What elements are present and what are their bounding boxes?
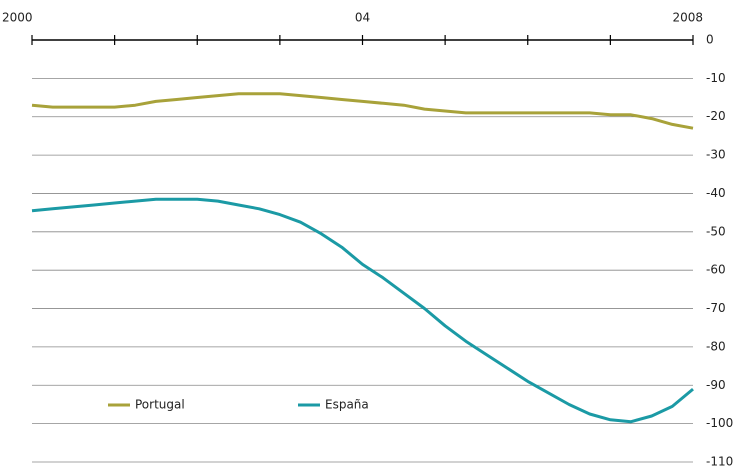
y-tick-label: -70 <box>706 301 726 315</box>
x-tick-label: 2008 <box>672 11 703 25</box>
series-line <box>31 92 694 130</box>
y-tick-label: -80 <box>706 339 726 353</box>
y-tick-label: -30 <box>706 148 726 162</box>
series-line <box>31 197 694 424</box>
x-tick-label: 04 <box>355 11 370 25</box>
x-tick-label: 2000 <box>2 11 33 25</box>
legend-label: Portugal <box>135 398 185 412</box>
y-tick-label: -20 <box>706 109 726 123</box>
legend-label: España <box>325 398 369 412</box>
y-tick-label: -60 <box>706 263 726 277</box>
y-tick-label: -50 <box>706 224 726 238</box>
y-tick-label: -100 <box>706 416 733 430</box>
y-tick-label: 0 <box>706 33 714 47</box>
y-tick-label: -110 <box>706 455 733 466</box>
y-tick-label: -90 <box>706 378 726 392</box>
y-tick-label: -10 <box>706 71 726 85</box>
y-tick-label: -40 <box>706 186 726 200</box>
